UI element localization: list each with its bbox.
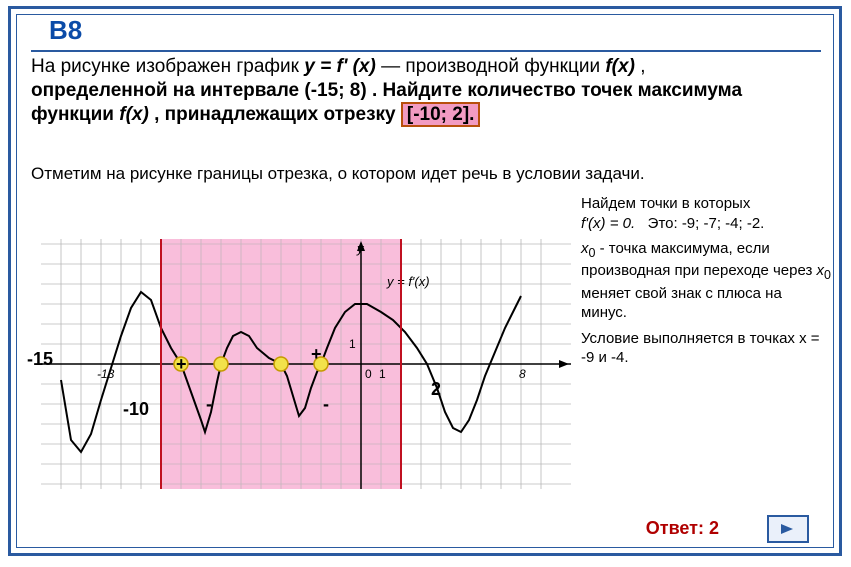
t: f'(x) = 0. [581,215,635,232]
t: 0 [589,246,596,260]
svg-text:1: 1 [349,337,356,351]
t: , [640,56,645,77]
t: x [817,262,825,279]
problem-text: На рисунке изображен график y = f' (x) —… [31,55,831,126]
t: x [581,240,589,257]
t: Найдем точки в которых [581,195,750,212]
svg-text:0: 0 [365,367,372,381]
eq: y = f' (x) [304,56,376,77]
t: — производной функции [381,56,605,77]
chart-area: -130181yy = f'(x) [41,239,571,489]
t: На рисунке изображен график [31,56,304,77]
eq: f(x) [119,104,149,125]
t: определенной на интервале (-15; 8) . Най… [31,80,742,101]
outer-frame: В8 На рисунке изображен график y = f' (x… [8,6,842,556]
task-number: В8 [49,15,82,45]
label-minus15: -15 [27,349,53,370]
answer-text: Ответ: 2 [646,518,719,539]
title-band: В8 [31,15,821,52]
svg-text:y = f'(x): y = f'(x) [386,274,430,289]
t: функции [31,104,119,125]
sign-plus: + [311,344,322,365]
sign-minus: - [323,394,329,415]
right-explanation: Найдем точки в которых f'(x) = 0. Это: -… [581,194,831,374]
t: , принадлежащих отрезку [154,104,401,125]
sign-plus: + [176,354,187,375]
label-two: 2 [431,379,441,400]
svg-text:-13: -13 [97,367,115,381]
t: 0 [824,268,831,282]
next-button[interactable] [767,515,809,543]
triangle-right-icon [779,522,797,536]
solution-note: Отметим на рисунке границы отрезка, о ко… [31,164,645,184]
interval-highlight: [-10; 2]. [401,102,481,127]
eq: f(x) [605,56,635,77]
t: Это: -9; -7; -4; -2. [648,215,765,232]
label-minus10: -10 [123,399,149,420]
svg-text:8: 8 [519,367,526,381]
t: меняет свой знак с плюса на минус. [581,285,782,322]
t: Условие выполняется в точках x = -9 и -4… [581,329,831,368]
t: - точка максимума, если производная при … [581,240,817,279]
svg-text:1: 1 [379,367,386,381]
sign-minus: - [206,394,212,415]
derivative-chart: -130181yy = f'(x) [41,239,571,489]
